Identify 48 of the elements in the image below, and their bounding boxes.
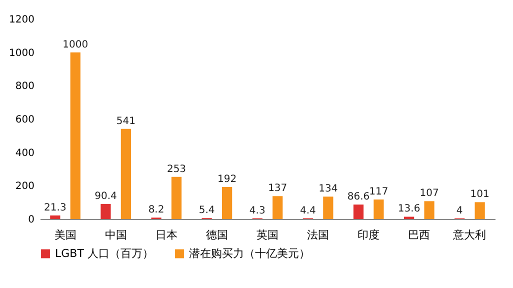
y-tick-label: 200: [15, 181, 34, 192]
data-label: 137: [268, 183, 288, 194]
data-label: 4.3: [249, 205, 266, 216]
legend-label: LGBT 人口（百万）: [55, 246, 154, 260]
bar: [272, 196, 283, 219]
y-tick-label: 400: [15, 148, 34, 159]
legend-label: 潜在购买力（十亿美元）: [189, 246, 310, 260]
x-tick-label: 英国: [256, 228, 278, 242]
bar: [120, 128, 131, 219]
data-label: 4.4: [300, 205, 316, 216]
y-tick-label: 1200: [9, 14, 34, 26]
x-tick-label: 日本: [155, 228, 178, 242]
y-tick-label: 1000: [9, 48, 34, 59]
bar: [374, 200, 384, 219]
data-label: 541: [116, 116, 136, 127]
data-label: 4: [456, 205, 463, 216]
x-tick-label: 巴西: [408, 228, 430, 242]
bar: [50, 215, 60, 219]
data-label: 8.2: [148, 204, 164, 216]
data-label: 86.6: [347, 192, 370, 203]
data-label: 1000: [62, 39, 88, 50]
data-label: 13.6: [398, 204, 420, 215]
data-label: 134: [318, 184, 338, 195]
bar: [222, 187, 232, 219]
data-label: 90.4: [94, 190, 117, 202]
x-tick-label: 美国: [54, 228, 76, 242]
bar: [70, 52, 80, 219]
y-tick-label: 800: [15, 81, 34, 92]
bar: [474, 202, 485, 219]
bar: [171, 176, 182, 219]
x-tick-label: 德国: [206, 228, 228, 242]
bar: [424, 201, 434, 219]
bar: [353, 204, 364, 219]
data-label: 5.4: [198, 205, 215, 216]
x-tick-label: 法国: [307, 228, 330, 242]
x-tick-label: 意大利: [452, 228, 486, 242]
y-tick-label: 600: [15, 114, 34, 126]
bar: [323, 196, 334, 219]
data-label: 21.3: [44, 202, 66, 214]
data-label: 107: [420, 188, 439, 200]
x-tick-label: 中国: [104, 228, 127, 242]
data-label: 192: [218, 174, 237, 185]
data-label: 101: [470, 189, 490, 200]
data-label: 253: [166, 164, 186, 175]
bar: [100, 204, 111, 219]
data-label: 117: [369, 186, 388, 198]
x-tick-label: 印度: [358, 228, 380, 242]
y-tick-label: 0: [28, 214, 34, 226]
